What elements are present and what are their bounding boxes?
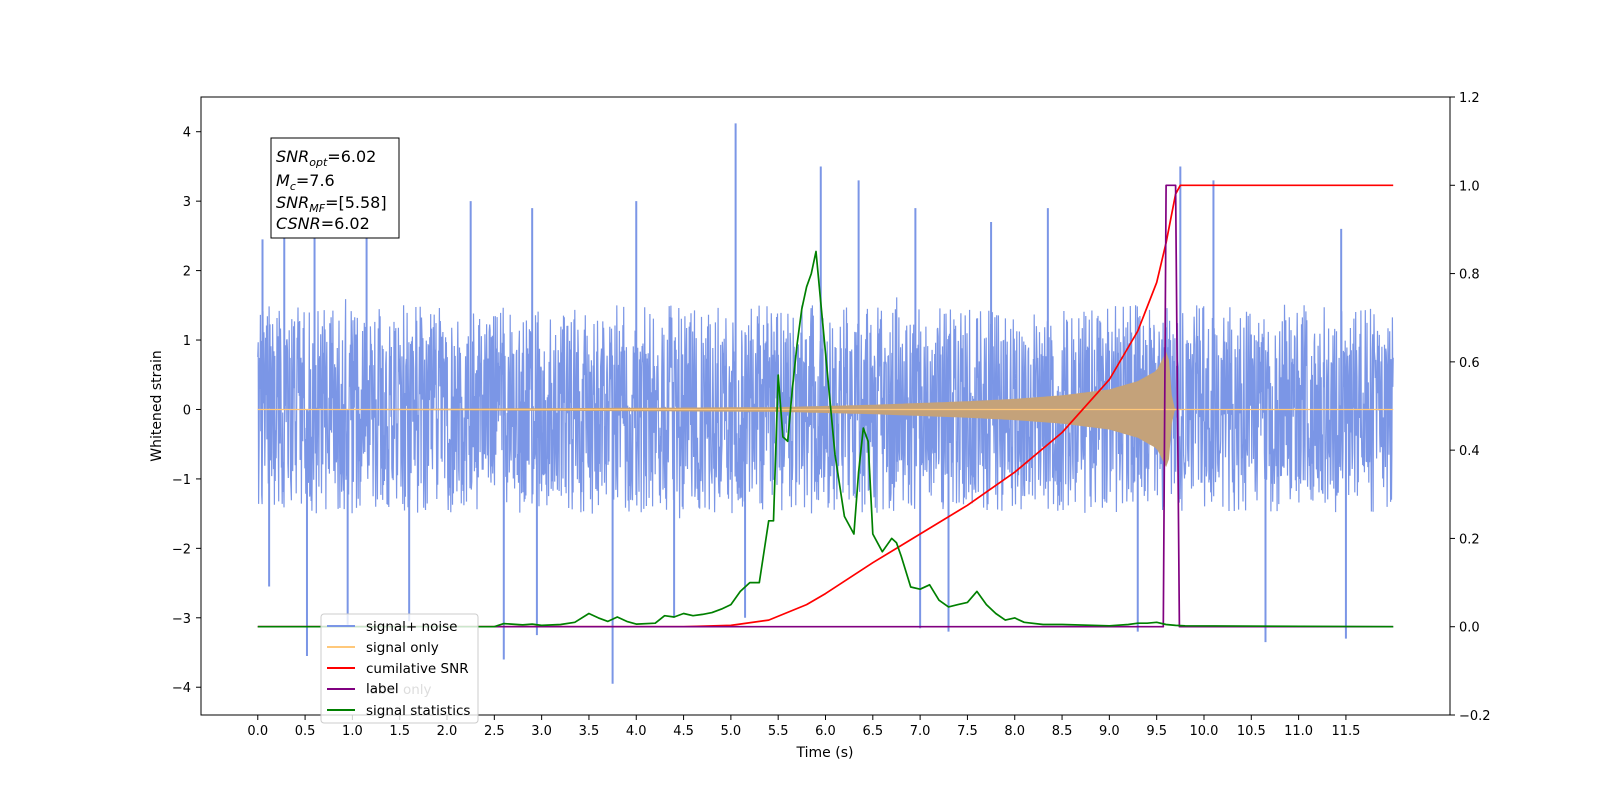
annotation-mc: Mc=7.6 (276, 171, 335, 193)
x-tick-label: 5.5 (768, 724, 789, 739)
legend-label-label: label (366, 681, 399, 697)
y-right-tick-label: 0.8 (1459, 268, 1480, 283)
x-tick-label: 1.0 (342, 724, 363, 739)
y-axis-label: Whitened strain (149, 350, 165, 461)
legend-label-hidden: label only (366, 682, 432, 698)
x-tick-label: 4.5 (673, 724, 694, 739)
x-tick-label: 3.0 (531, 724, 552, 739)
x-tick-label: 8.0 (1004, 724, 1025, 739)
annotation-snr-opt: SNRopt=6.02 (276, 147, 376, 169)
x-tick-label: 3.5 (579, 724, 600, 739)
series-cumulative-snr (257, 184, 1394, 628)
y-left-tick-label: 4 (183, 126, 191, 141)
x-tick-label: 2.0 (437, 724, 458, 739)
y-axis-left: −4 −3 −2 −1 0 1 2 3 4 (172, 126, 201, 696)
y-right-tick-label: 1.2 (1459, 91, 1480, 106)
y-left-tick-label: 3 (183, 195, 191, 210)
x-tick-label: 4.0 (626, 724, 647, 739)
y-left-tick-label: −4 (172, 681, 191, 696)
annotation-frame (270, 137, 400, 239)
y-right-tick-label: 0.6 (1459, 356, 1480, 371)
y-left-tick-label: −2 (172, 542, 191, 557)
x-tick-label: 7.5 (957, 724, 978, 739)
y-left-tick-label: 2 (183, 265, 191, 280)
x-tick-label: 2.5 (484, 724, 505, 739)
x-tick-label: 6.0 (815, 724, 836, 739)
x-tick-label: 8.5 (1052, 724, 1073, 739)
x-tick-label: 1.5 (389, 724, 410, 739)
x-tick-label: 9.0 (1099, 724, 1120, 739)
x-tick-label: 0.0 (247, 724, 268, 739)
x-tick-label: 6.5 (862, 724, 883, 739)
series-signal-statistics (257, 250, 1394, 628)
y-left-tick-label: 1 (183, 334, 191, 349)
y-left-tick-label: 0 (183, 403, 191, 418)
x-tick-label: 10.0 (1190, 724, 1219, 739)
x-tick-label: 11.5 (1331, 724, 1360, 739)
legend-frame (320, 613, 479, 724)
y-axis-right: −0.2 0.0 0.2 0.4 0.6 0.8 1.0 1.2 (1450, 91, 1491, 724)
x-axis: 0.0 0.5 1.0 1.5 2.0 2.5 3.0 3.5 4.0 4.5 5.0 5.5 6.0 6… (247, 715, 1360, 739)
y-right-tick-label: 0.2 (1459, 532, 1480, 547)
y-left-tick-label: −1 (172, 473, 191, 488)
x-tick-label: 11.0 (1284, 724, 1313, 739)
annotation-snr-mf: SNRMF=[5.58] (276, 193, 387, 215)
y-left-tick-label: −3 (172, 612, 191, 627)
y-right-tick-label: 0.4 (1459, 444, 1480, 459)
annotation-csnr: CSNR=6.02 (276, 214, 370, 233)
x-axis-label: Time (s) (796, 745, 854, 761)
x-tick-label: 9.5 (1146, 724, 1167, 739)
legend: signal+ noise signal only cumilative SNR… (320, 613, 479, 724)
y-right-tick-label: 1.0 (1459, 179, 1480, 194)
x-tick-label: 10.5 (1237, 724, 1266, 739)
x-tick-label: 7.0 (910, 724, 931, 739)
series-layer (257, 123, 1394, 684)
x-tick-label: 0.5 (295, 724, 316, 739)
legend-label-signal-statistics: signal statistics (366, 703, 470, 719)
annotation-box: SNRopt=6.02 Mc=7.6 SNRMF=[5.58] CSNR=6.0… (270, 137, 400, 239)
x-tick-label: 5.0 (721, 724, 742, 739)
legend-label-signal-noise: signal+ noise (366, 619, 457, 635)
legend-label-cumulative-snr: cumilative SNR (366, 661, 469, 677)
y-right-tick-label: 0.0 (1459, 621, 1480, 636)
legend-label-signal-only: signal only (366, 640, 439, 656)
y-right-tick-label: −0.2 (1459, 709, 1491, 724)
